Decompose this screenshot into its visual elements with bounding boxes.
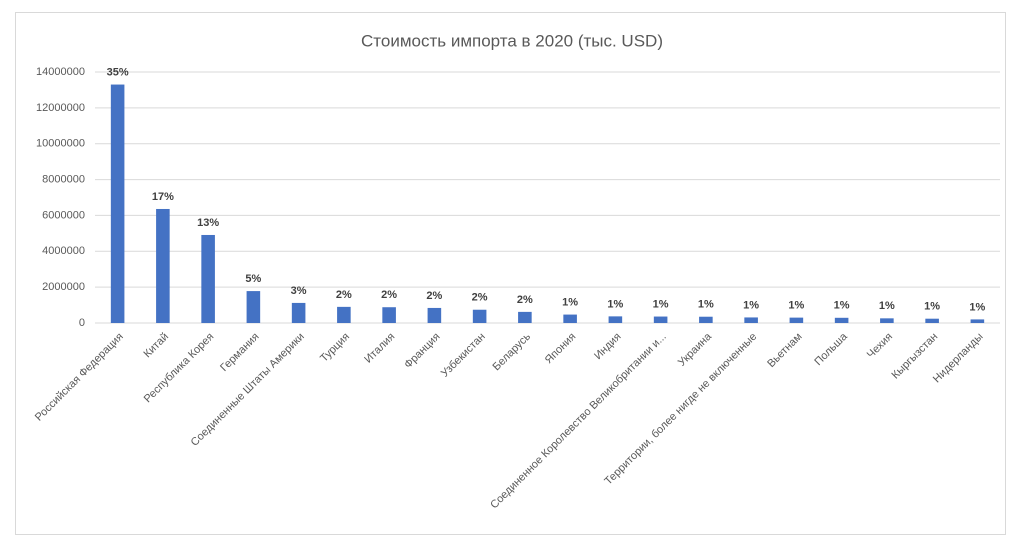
- y-tick-label: 10000000: [36, 138, 85, 150]
- chart-frame: [15, 12, 1006, 535]
- bar: [880, 318, 894, 323]
- value-label: 2%: [472, 292, 488, 304]
- bar: [699, 316, 713, 323]
- value-label: 1%: [698, 299, 714, 311]
- value-label: 5%: [245, 273, 261, 285]
- value-label: 3%: [291, 285, 307, 297]
- bar: [518, 311, 532, 323]
- y-tick-label: 14000000: [36, 66, 85, 78]
- value-label: 17%: [152, 191, 174, 203]
- y-tick-label: 6000000: [42, 209, 85, 221]
- bar: [110, 84, 125, 323]
- y-tick-label: 4000000: [42, 245, 85, 257]
- value-label: 1%: [607, 298, 623, 310]
- bar: [563, 314, 577, 323]
- y-tick-label: 0: [79, 317, 85, 329]
- bar: [382, 307, 396, 323]
- value-label: 2%: [517, 294, 533, 306]
- bar: [970, 319, 985, 323]
- bar: [427, 307, 442, 323]
- value-label: 1%: [924, 301, 940, 313]
- bar: [925, 318, 939, 323]
- value-label: 13%: [197, 217, 219, 229]
- value-label: 1%: [788, 300, 804, 312]
- value-label: 1%: [653, 298, 669, 310]
- bar: [201, 234, 215, 323]
- bar: [744, 317, 758, 323]
- value-label: 1%: [834, 300, 850, 312]
- value-label: 1%: [743, 299, 759, 311]
- bar: [246, 291, 261, 323]
- value-label: 1%: [562, 296, 578, 308]
- value-label: 1%: [969, 301, 985, 313]
- bar: [789, 317, 804, 323]
- value-label: 2%: [381, 289, 397, 301]
- bar: [337, 306, 351, 323]
- value-label: 2%: [426, 290, 442, 302]
- y-tick-label: 12000000: [36, 102, 85, 114]
- bar: [291, 302, 306, 323]
- bar: [608, 316, 623, 323]
- y-tick-label: 2000000: [42, 281, 85, 293]
- y-tick-label: 8000000: [42, 173, 85, 185]
- value-label: 35%: [107, 66, 129, 78]
- bar: [472, 309, 487, 323]
- bar: [653, 316, 668, 323]
- value-label: 2%: [336, 289, 352, 301]
- chart-title: Стоимость импорта в 2020 (тыс. USD): [361, 31, 663, 50]
- bar: [834, 317, 849, 323]
- value-label: 1%: [879, 300, 895, 312]
- bar: [156, 208, 170, 323]
